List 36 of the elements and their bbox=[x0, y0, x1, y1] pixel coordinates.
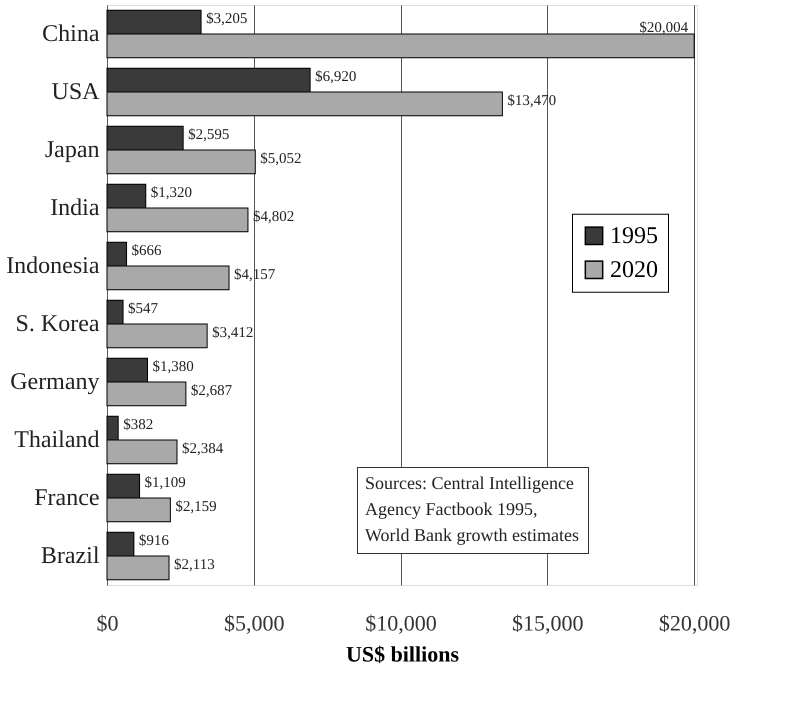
x-tick-label: $0 bbox=[96, 610, 118, 636]
y-tick-label: Indonesia bbox=[6, 253, 100, 279]
data-label: $547 bbox=[128, 301, 159, 318]
data-label: $2,595 bbox=[188, 127, 230, 144]
data-label: $6,920 bbox=[315, 69, 356, 86]
data-label: $2,384 bbox=[182, 440, 224, 457]
data-label: $5,052 bbox=[260, 150, 302, 167]
data-label: $2,113 bbox=[174, 556, 215, 573]
data-label: $2,687 bbox=[190, 382, 233, 399]
y-tick-label: Japan bbox=[44, 137, 100, 163]
x-tick-label: $5,000 bbox=[224, 610, 285, 636]
y-tick-label: France bbox=[34, 485, 100, 511]
data-label: $3,412 bbox=[212, 324, 254, 341]
legend-label: 1995 bbox=[610, 222, 658, 249]
y-tick-label: Germany bbox=[10, 369, 100, 395]
data-label: $1,109 bbox=[144, 475, 186, 492]
y-tick-label: USA bbox=[51, 79, 100, 105]
y-tick-label: India bbox=[50, 195, 100, 221]
x-axis-title: US$ billions bbox=[346, 642, 460, 666]
data-label: $1,320 bbox=[150, 185, 192, 202]
data-label: $1,380 bbox=[152, 359, 194, 376]
data-label: $666 bbox=[132, 243, 162, 260]
y-tick-label: Brazil bbox=[40, 543, 100, 569]
data-label: $2,159 bbox=[175, 498, 217, 515]
data-label: $3,205 bbox=[206, 11, 248, 28]
data-label: $916 bbox=[138, 533, 170, 550]
y-tick-label: China bbox=[42, 21, 100, 47]
legend-label: 2020 bbox=[610, 256, 658, 283]
data-label: $20,004 bbox=[639, 20, 689, 36]
annotation: Sources: Central Intelligence Agency Factbook 1995, World Bank growth estimates bbox=[365, 473, 580, 545]
data-label: $382 bbox=[123, 417, 154, 434]
x-tick-label: $10,000 bbox=[365, 610, 437, 636]
x-tick-label: $15,000 bbox=[512, 610, 584, 636]
y-tick-label: S. Korea bbox=[16, 311, 100, 337]
x-tick-label: $20,000 bbox=[658, 610, 730, 636]
y-tick-label: Thailand bbox=[14, 427, 100, 453]
